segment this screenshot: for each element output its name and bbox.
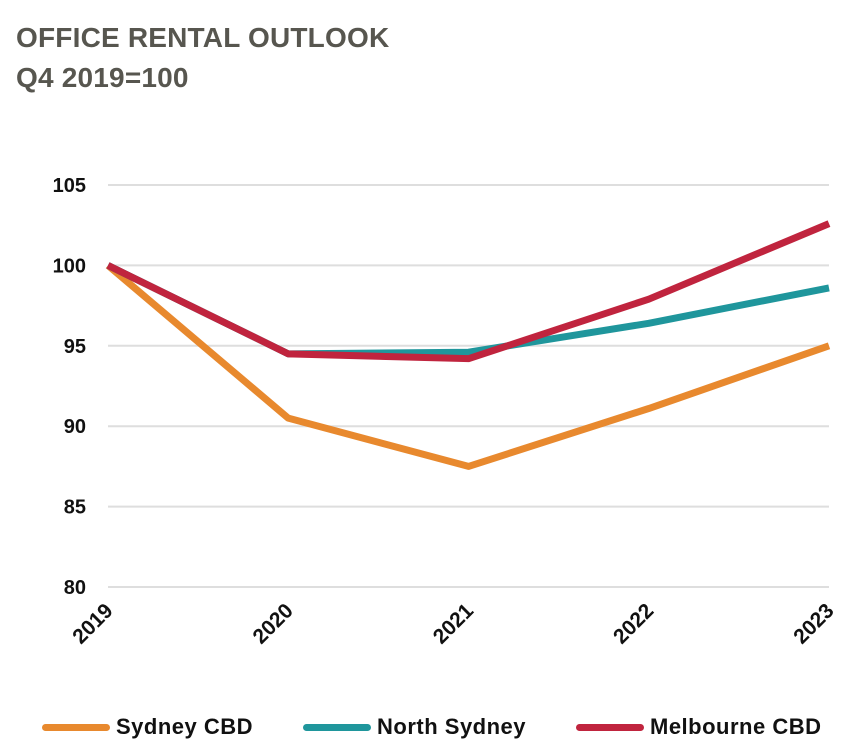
chart-title-block: OFFICE RENTAL OUTLOOK Q4 2019=100 — [16, 18, 389, 98]
y-tick-label: 85 — [64, 497, 86, 519]
chart-subtitle: Q4 2019=100 — [16, 62, 189, 93]
legend: Sydney CBD North Sydney Melbourne CBD — [0, 708, 859, 746]
legend-swatch — [576, 723, 644, 731]
series-lines — [105, 220, 831, 470]
x-tick-label: 2019 — [68, 599, 117, 648]
legend-swatch — [42, 723, 110, 731]
x-tick-label: 2020 — [248, 599, 297, 648]
x-tick-label: 2023 — [789, 599, 838, 648]
legend-item-sydney-cbd: Sydney CBD — [42, 708, 253, 746]
y-tick-label: 80 — [64, 577, 86, 599]
legend-swatch — [303, 723, 371, 731]
chart-title: OFFICE RENTAL OUTLOOK — [16, 22, 390, 53]
legend-item-melbourne-cbd: Melbourne CBD — [576, 708, 822, 746]
legend-item-north-sydney: North Sydney — [303, 708, 526, 746]
series-line-sydney-cbd — [105, 262, 831, 470]
y-axis-ticks: 80 85 90 95 100 105 — [53, 175, 86, 599]
line-chart: 80 85 90 95 100 105 2019 2020 2021 2022 2023 — [53, 175, 839, 649]
series-line-north-sydney — [106, 262, 830, 358]
y-tick-label: 100 — [53, 255, 86, 277]
y-tick-label: 90 — [64, 416, 86, 438]
x-tick-label: 2021 — [429, 599, 479, 649]
x-axis-ticks: 2019 2020 2021 2022 2023 — [68, 599, 838, 649]
legend-label: Melbourne CBD — [650, 714, 822, 739]
y-tick-label: 105 — [53, 175, 86, 197]
gridlines — [108, 184, 829, 588]
x-tick-label: 2022 — [609, 599, 658, 648]
legend-label: Sydney CBD — [116, 714, 254, 739]
series-line-melbourne-cbd — [106, 220, 831, 363]
y-tick-label: 95 — [64, 336, 86, 358]
legend-label: North Sydney — [377, 714, 527, 739]
